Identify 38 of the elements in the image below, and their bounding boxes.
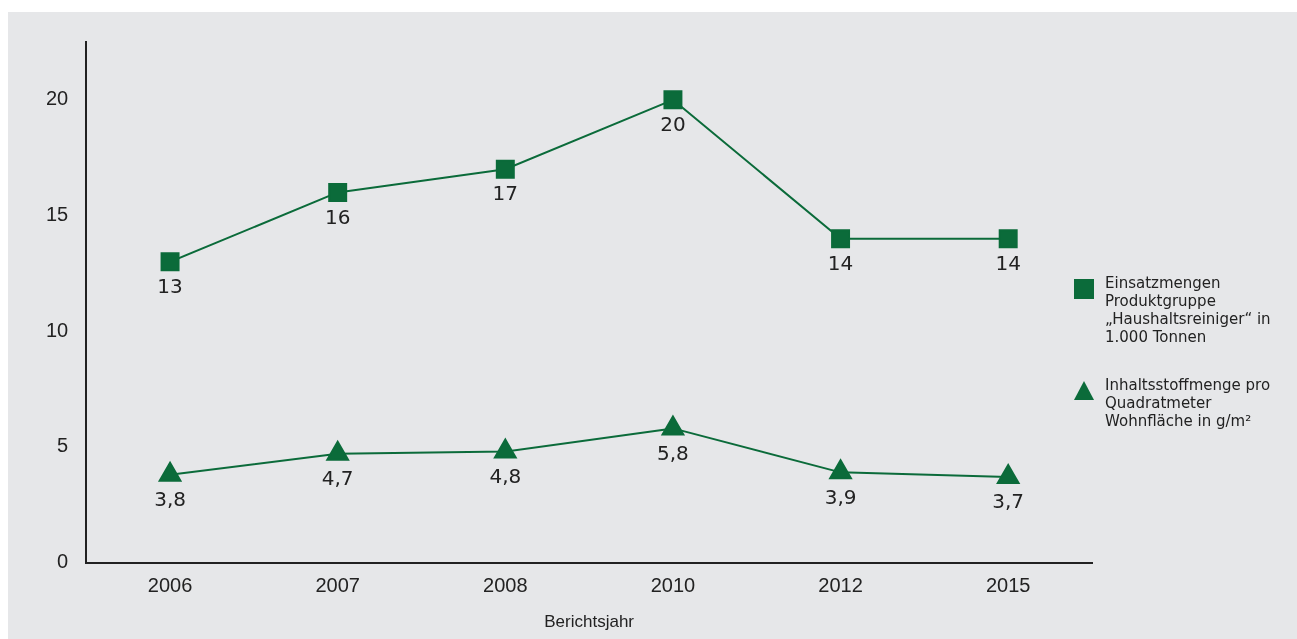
data-label: 3,8	[154, 486, 186, 511]
point	[158, 461, 182, 482]
data-label: 5,8	[657, 440, 689, 465]
point	[998, 229, 1018, 249]
point	[996, 463, 1020, 484]
y-tick-label: 15	[46, 203, 69, 226]
data-label: 3,7	[992, 489, 1025, 514]
y-tick-label: 0	[57, 550, 69, 573]
x-tick-label: 2007	[315, 574, 360, 597]
legend-label: Einsatzmengen Produktgruppe „Haushaltsreiniger“ in 1.000 Tonnen	[1105, 274, 1272, 346]
x-tick-label: 2012	[818, 574, 863, 597]
x-tick-label: 2015	[985, 574, 1031, 597]
data-label: 14	[827, 250, 854, 275]
y-tick-label: 20	[46, 87, 69, 110]
point	[495, 159, 515, 179]
point	[328, 182, 348, 202]
y-tick-label: 10	[46, 318, 69, 341]
x-tick-label: 2008	[483, 574, 528, 597]
y-tick-label: 5	[57, 434, 69, 457]
data-label: 3,9	[824, 484, 857, 509]
legend-label: Inhaltsstoffmenge pro Quadratmeter Wohnfläche in g/m²	[1105, 376, 1272, 430]
x-tick-label: 2010	[650, 574, 696, 597]
point	[831, 229, 851, 249]
point	[663, 90, 683, 110]
data-label: 13	[157, 274, 183, 299]
point	[160, 252, 180, 272]
data-label: 17	[492, 181, 519, 206]
point	[829, 459, 852, 480]
point	[661, 415, 685, 436]
data-label: 4,7	[321, 466, 354, 491]
x-tick-label: 2006	[147, 574, 193, 597]
x-axis-title: Berichtsjahr	[544, 612, 635, 632]
data-label: 4,8	[489, 463, 522, 488]
point	[326, 440, 350, 461]
data-label: 16	[324, 204, 351, 229]
point	[493, 438, 517, 459]
data-label: 20	[660, 112, 686, 137]
data-label: 14	[995, 250, 1021, 275]
